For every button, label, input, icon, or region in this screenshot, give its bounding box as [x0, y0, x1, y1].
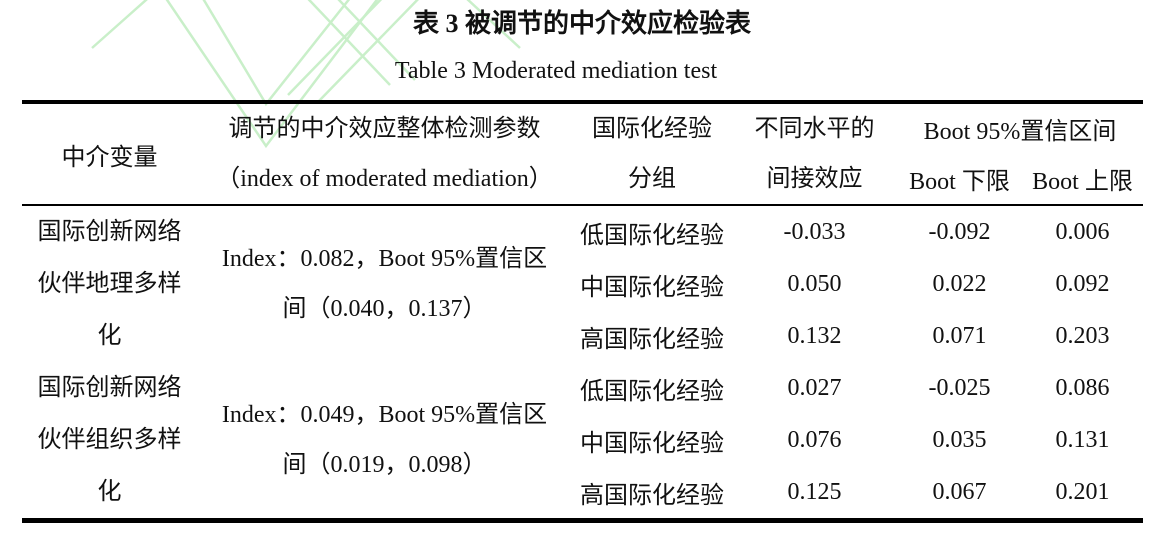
mediator-line: 伙伴地理多样	[37, 271, 182, 297]
table-block: 表 3 被调节的中介效应检验表 Table 3 Moderated mediat…	[22, 9, 1144, 523]
header-ci-lower: Boot 下限	[909, 169, 1010, 196]
group-cell: 低国际化经验	[572, 204, 732, 258]
boot-upper-value: 0.203	[1055, 322, 1110, 349]
header-mediator: 中介变量	[61, 144, 158, 171]
boot-lower-value: 0.035	[932, 426, 987, 453]
header-index: 调节的中介效应整体检测参数 （index of moderated mediat…	[197, 102, 572, 205]
effect-value: 0.027	[787, 374, 842, 401]
header-ci: Boot 95%置信区间	[923, 119, 1117, 146]
group-cell: 低国际化经验	[580, 378, 724, 405]
header-index-line2: （index of moderated mediation）	[216, 166, 553, 192]
boot-lower-value: -0.092	[897, 204, 1022, 258]
mediator-line: 国际创新网络	[37, 375, 182, 401]
header-group-line1: 国际化经验	[592, 116, 712, 142]
header-group-line2: 分组	[628, 166, 676, 192]
effect-value: -0.033	[732, 204, 897, 258]
index-cell: Index：0.049，Boot 95%置信区 间（0.019，0.098）	[197, 362, 572, 521]
header-row-2: Boot 下限 Boot 上限	[22, 154, 1143, 206]
group-cell: 中国际化经验	[580, 430, 724, 457]
effect-value: 0.132	[787, 322, 842, 349]
table-row: 中国际化经验 0.050 0.022 0.092	[22, 258, 1143, 310]
effect-value: 0.125	[787, 478, 842, 505]
index-line1: Index：0.082，Boot 95%置信区	[221, 246, 548, 272]
group-cell: 中国际化经验	[580, 274, 724, 301]
table-row: 中国际化经验 0.076 0.035 0.131	[22, 414, 1143, 466]
header-effect-line2: 间接效应	[766, 166, 863, 192]
mediator-line: 伙伴组织多样	[37, 427, 182, 453]
table-row: 国际创新网络 伙伴组织多样 化 Index：0.049，Boot 95%置信区 …	[22, 362, 1143, 506]
header-ci-upper: Boot 上限	[1032, 169, 1133, 196]
mediator-line: 国际创新网络	[37, 219, 182, 245]
table-row: 国际创新网络 伙伴地理多样 化 Index：0.082，Boot 95%置信区 …	[22, 204, 1144, 362]
effect-value: 0.076	[787, 426, 842, 453]
mediator-line: 化	[97, 323, 122, 349]
mediator-line: 化	[97, 479, 122, 505]
boot-upper-value: 0.201	[1055, 478, 1110, 505]
boot-upper-value: 0.092	[1055, 270, 1110, 297]
boot-lower-value: -0.025	[928, 374, 991, 401]
index-cell: Index：0.082，Boot 95%置信区 间（0.040，0.137）	[197, 204, 572, 362]
mediator-cell: 国际创新网络 伙伴组织多样 化	[22, 362, 197, 521]
boot-upper-value: 0.086	[1055, 374, 1110, 401]
header-group: 国际化经验 分组	[572, 102, 732, 205]
header-row-1: 中介变量 调节的中介效应整体检测参数 （index of moderated m…	[22, 102, 1143, 192]
group-cell: 高国际化经验	[580, 326, 724, 353]
boot-upper-value: 0.006	[1022, 204, 1144, 258]
moderated-mediation-table: 中介变量 调节的中介效应整体检测参数 （index of moderated m…	[22, 100, 1144, 523]
group-cell: 高国际化经验	[580, 482, 724, 509]
index-line2: 间（0.019，0.098）	[282, 452, 487, 478]
mediator-cell: 国际创新网络 伙伴地理多样 化	[22, 204, 197, 362]
boot-lower-value: 0.022	[932, 270, 987, 297]
header-effect-line1: 不同水平的	[754, 116, 875, 142]
effect-value: 0.050	[787, 270, 842, 297]
table-row: 高国际化经验 0.125 0.067 0.201	[22, 466, 1143, 521]
header-index-line1: 调节的中介效应整体检测参数	[228, 116, 541, 142]
table-caption-en: Table 3 Moderated mediation test	[394, 58, 718, 84]
table-caption-zh: 表 3 被调节的中介效应检验表	[412, 9, 751, 38]
boot-lower-value: 0.067	[932, 478, 987, 505]
index-line1: Index：0.049，Boot 95%置信区	[221, 402, 548, 428]
table-row: 高国际化经验 0.132 0.071 0.203	[22, 310, 1143, 362]
boot-upper-value: 0.131	[1055, 426, 1110, 453]
boot-lower-value: 0.071	[932, 322, 987, 349]
index-line2: 间（0.040，0.137）	[282, 296, 487, 322]
header-effect: 不同水平的 间接效应	[732, 102, 897, 205]
